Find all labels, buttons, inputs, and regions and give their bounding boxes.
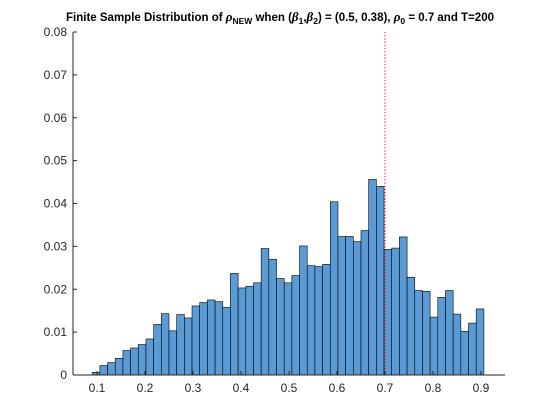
y-tick-label: 0.05 bbox=[44, 154, 68, 168]
histogram-bar bbox=[406, 276, 416, 376]
histogram-bar bbox=[253, 282, 262, 376]
x-tick-label: 0.7 bbox=[377, 381, 394, 395]
x-tick-label: 0.8 bbox=[425, 381, 442, 395]
histogram-bar bbox=[184, 317, 193, 376]
title-beta-values: ) = (0.5, 0.38), bbox=[317, 12, 394, 24]
histogram-bar bbox=[452, 313, 462, 376]
histogram-bar bbox=[145, 338, 154, 376]
histogram-bar bbox=[360, 230, 369, 376]
histogram-bar bbox=[329, 201, 339, 376]
y-tick-label: 0.08 bbox=[44, 25, 68, 39]
histogram-bar bbox=[399, 236, 408, 376]
title-prefix: Finite Sample Distribution of bbox=[66, 12, 226, 24]
title-beta1-subscript: 1 bbox=[298, 16, 304, 26]
histogram-bar bbox=[337, 236, 346, 376]
histogram-bar bbox=[222, 306, 231, 376]
histogram-bar bbox=[245, 285, 254, 376]
x-tick-label: 0.6 bbox=[329, 381, 346, 395]
histogram-bar bbox=[291, 275, 300, 376]
histogram-bar bbox=[276, 278, 285, 376]
y-tick-label: 0.07 bbox=[44, 68, 68, 82]
histogram-bar bbox=[422, 291, 431, 376]
histogram-bar bbox=[260, 248, 270, 376]
histogram-bar bbox=[176, 314, 185, 376]
title-when: when ( bbox=[252, 12, 292, 24]
title-beta2-symbol: β bbox=[306, 9, 314, 24]
histogram-bar bbox=[99, 365, 108, 376]
histogram-bar bbox=[114, 357, 124, 376]
x-tick-label: 0.2 bbox=[137, 381, 154, 395]
x-tick-label: 0.1 bbox=[89, 381, 106, 395]
histogram-bar bbox=[414, 290, 423, 376]
histogram-bar bbox=[299, 245, 308, 376]
histogram-bar bbox=[237, 287, 247, 376]
x-tick-label: 0.3 bbox=[185, 381, 202, 395]
y-tick-label: 0.04 bbox=[44, 197, 68, 211]
histogram-bar bbox=[283, 282, 293, 376]
histogram-bar bbox=[199, 302, 208, 376]
histogram-bar bbox=[391, 247, 400, 376]
histogram-bar bbox=[306, 265, 316, 376]
title-beta2-subscript: 2 bbox=[313, 16, 318, 26]
histogram-bar bbox=[153, 324, 162, 376]
histogram-bar bbox=[468, 322, 477, 376]
histogram-bar bbox=[130, 347, 139, 376]
histogram-bar bbox=[122, 350, 131, 376]
histogram-bar bbox=[445, 290, 454, 376]
histogram-bar bbox=[137, 344, 147, 376]
y-tick-label: 0.02 bbox=[44, 282, 68, 296]
histogram-bar bbox=[460, 330, 469, 376]
histogram-bar bbox=[214, 301, 224, 376]
histogram-bars bbox=[91, 179, 485, 376]
histogram-bar bbox=[376, 186, 385, 376]
histogram-bar bbox=[345, 236, 354, 376]
histogram-bar bbox=[437, 297, 446, 376]
histogram-bar bbox=[368, 179, 377, 376]
x-tick-label: 0.9 bbox=[473, 381, 490, 395]
y-tick-label: 0.03 bbox=[44, 239, 68, 253]
histogram-bar bbox=[353, 241, 362, 376]
histogram-bar bbox=[322, 264, 331, 376]
title-rho-subscript: NEW bbox=[232, 16, 253, 26]
chart-title: Finite Sample Distribution of ρNEW when … bbox=[0, 9, 560, 25]
x-axis-ticks: 0.1 0.2 0.3 0.4 0.5 0.6 0.7 0.8 0.9 bbox=[89, 371, 490, 395]
title-comma: , bbox=[303, 12, 307, 24]
title-rho0-subscript: 0 bbox=[400, 16, 406, 26]
title-beta1-symbol: β bbox=[291, 9, 299, 24]
histogram-bar bbox=[268, 258, 277, 376]
x-tick-label: 0.4 bbox=[233, 381, 250, 395]
title-rho-symbol: ρ bbox=[225, 9, 233, 24]
histogram-bar bbox=[207, 299, 216, 376]
y-tick-label: 0 bbox=[60, 368, 67, 382]
histogram-bar bbox=[168, 330, 177, 376]
histogram-bar bbox=[429, 316, 439, 376]
histogram-bar bbox=[314, 266, 323, 376]
title-rho0-symbol: ρ bbox=[393, 9, 401, 24]
histogram-bar bbox=[475, 308, 485, 376]
y-axis-ticks: 0 0.01 0.02 0.03 0.04 0.05 0.06 0.07 0.08 bbox=[44, 25, 77, 382]
x-tick-label: 0.5 bbox=[281, 381, 298, 395]
y-tick-label: 0.06 bbox=[44, 111, 68, 125]
y-tick-label: 0.01 bbox=[44, 325, 68, 339]
histogram-bar bbox=[230, 273, 239, 376]
title-suffix: = 0.7 and T=200 bbox=[405, 12, 494, 24]
histogram-bar bbox=[191, 305, 201, 376]
histogram-bar bbox=[161, 313, 170, 376]
histogram-bar bbox=[107, 362, 116, 376]
